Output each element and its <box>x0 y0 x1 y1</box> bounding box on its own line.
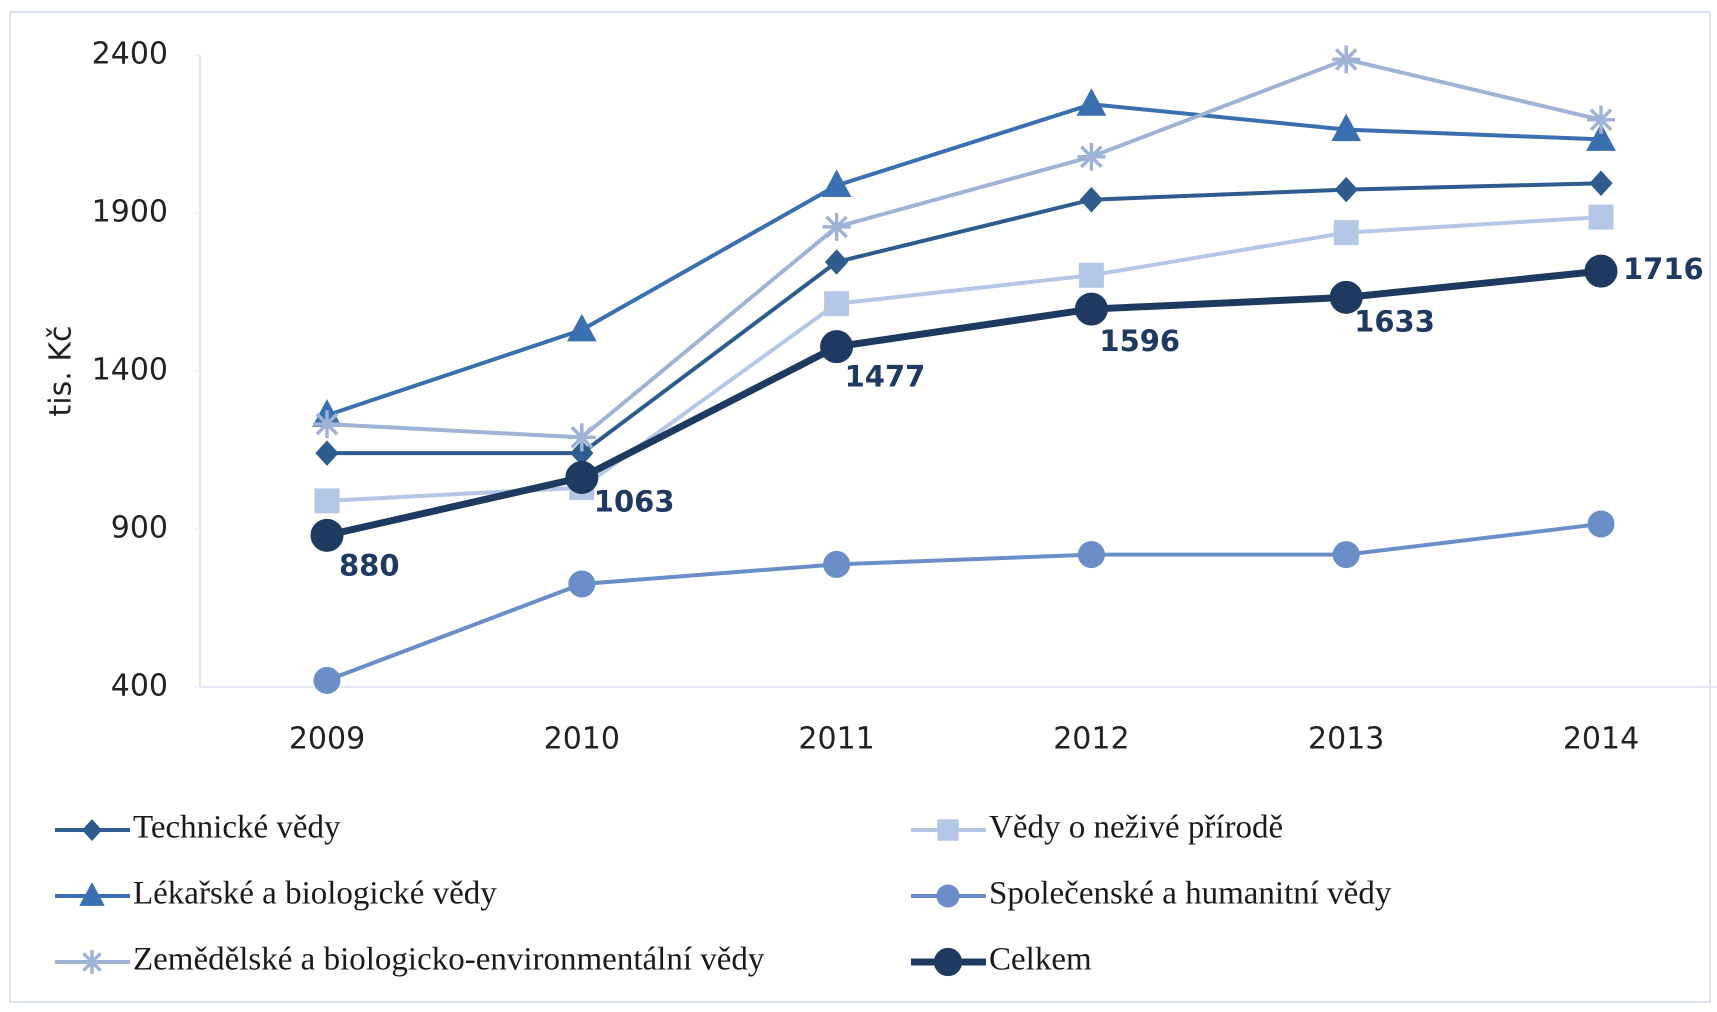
chart-frame <box>9 11 1711 1003</box>
legend-marker <box>81 819 103 841</box>
marker <box>315 440 339 466</box>
marker <box>1076 88 1107 116</box>
series-line <box>326 57 1602 440</box>
y-tick-label: 1900 <box>92 195 168 230</box>
series-line <box>326 267 1602 539</box>
legend-label: Technické vědy <box>133 810 341 846</box>
marker <box>568 570 596 598</box>
marker <box>310 518 344 552</box>
marker <box>1331 113 1362 142</box>
x-tick-label: 2012 <box>1053 722 1129 757</box>
series-line <box>326 102 1602 418</box>
series-line <box>326 521 1602 683</box>
series-line <box>326 215 1602 503</box>
y-tick-label: 900 <box>111 511 168 546</box>
value-label: 1716 <box>1623 252 1704 286</box>
y-axis-label: tis. Kč <box>44 326 79 417</box>
marker <box>567 423 596 452</box>
marker <box>1589 170 1613 197</box>
marker <box>821 169 852 198</box>
marker <box>1332 541 1360 569</box>
marker <box>823 550 851 578</box>
marker <box>1333 220 1359 246</box>
value-label: 1063 <box>594 484 675 518</box>
marker <box>824 291 850 317</box>
marker <box>1588 204 1614 230</box>
value-label: 880 <box>339 548 400 582</box>
marker <box>314 488 340 514</box>
marker <box>313 410 341 439</box>
y-tick-label: 1400 <box>92 353 168 388</box>
legend-marker <box>79 882 105 906</box>
marker <box>1587 510 1615 538</box>
legend-label: Zemědělské a biologicko-environmentální … <box>133 942 765 978</box>
x-tick-label: 2011 <box>798 722 874 757</box>
marker <box>822 212 851 241</box>
marker <box>1329 280 1363 314</box>
marker <box>565 460 599 494</box>
y-tick-label: 400 <box>111 669 168 704</box>
marker <box>313 666 341 694</box>
series-line <box>327 181 1602 456</box>
x-tick-label: 2010 <box>544 722 620 757</box>
marker <box>566 313 597 342</box>
marker <box>820 330 854 364</box>
marker <box>1584 254 1618 288</box>
marker <box>1077 541 1105 569</box>
marker <box>1334 176 1358 203</box>
x-tick-label: 2009 <box>289 722 365 757</box>
legend-label: Celkem <box>989 942 1092 978</box>
marker <box>1586 123 1616 151</box>
marker <box>1074 292 1108 326</box>
legend-label: Společenské a humanitní vědy <box>989 876 1392 912</box>
marker <box>1078 262 1104 288</box>
legend-marker <box>933 947 963 977</box>
x-tick-label: 2014 <box>1563 722 1639 757</box>
value-label: 1477 <box>845 360 926 394</box>
marker <box>824 249 849 275</box>
legend-marker <box>937 819 959 841</box>
legend-label: Lékařské a biologické vědy <box>133 876 497 912</box>
value-label: 1633 <box>1354 304 1435 338</box>
marker <box>1079 186 1104 213</box>
legend-label: Vědy o neživé přírodě <box>989 810 1283 846</box>
legend-marker <box>936 884 960 908</box>
marker <box>1332 45 1361 74</box>
marker <box>1587 105 1615 134</box>
y-tick-label: 2400 <box>92 37 168 72</box>
legend-marker <box>80 950 104 974</box>
marker <box>1077 142 1106 171</box>
x-tick-label: 2013 <box>1308 722 1384 757</box>
value-label: 1596 <box>1099 324 1180 358</box>
